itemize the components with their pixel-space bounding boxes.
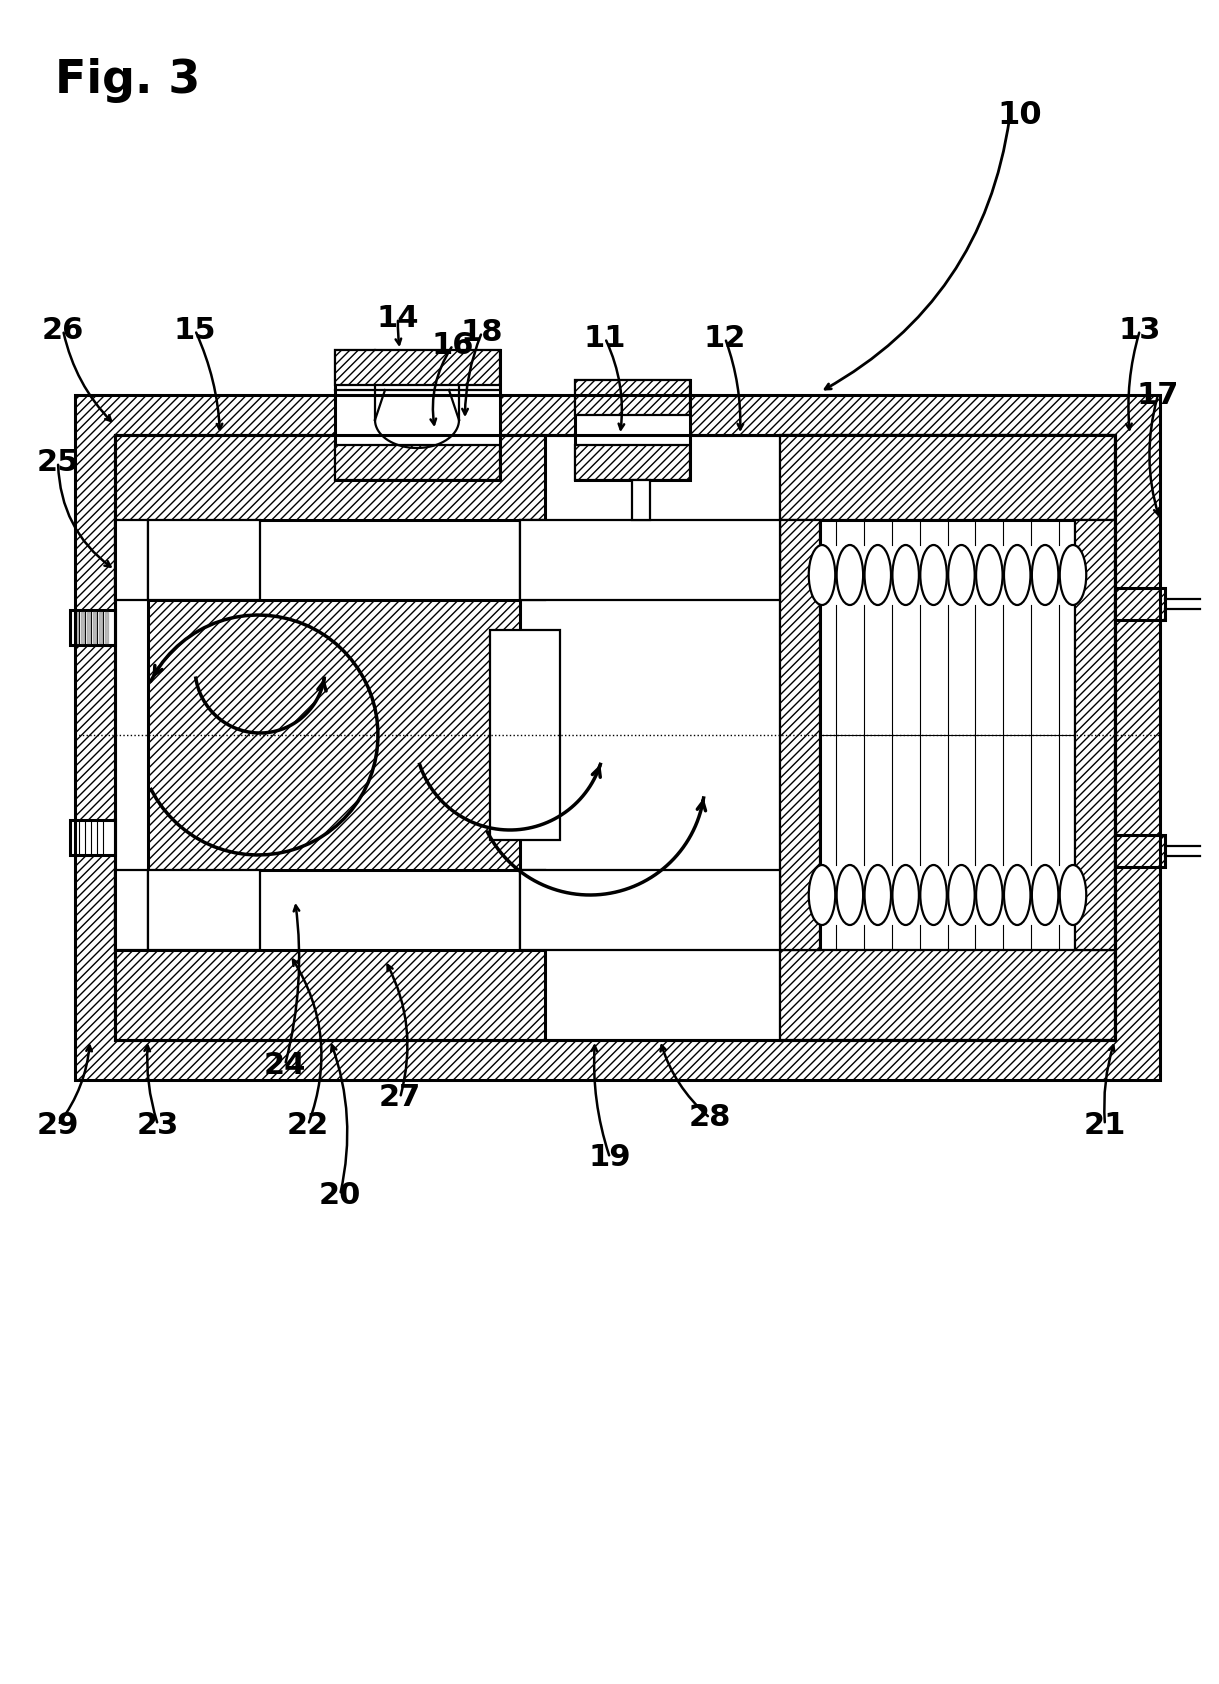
Bar [1075,520,1115,950]
Text: 23: 23 [137,1110,179,1140]
Ellipse shape [920,546,947,605]
Ellipse shape [808,866,835,925]
Text: 25: 25 [37,448,79,477]
Bar [115,434,1115,1041]
Ellipse shape [920,866,947,925]
Bar [521,520,545,600]
Bar [147,520,260,600]
Ellipse shape [864,546,891,605]
Text: 12: 12 [703,323,746,352]
Bar [115,434,1115,1041]
Ellipse shape [892,546,919,605]
Bar [631,480,650,520]
Bar [115,520,147,600]
Ellipse shape [1031,546,1058,605]
Ellipse shape [1059,546,1086,605]
Text: 14: 14 [377,303,419,332]
Text: 16: 16 [432,330,474,359]
Ellipse shape [948,866,975,925]
Bar [521,871,780,950]
Text: 15: 15 [174,315,216,345]
Text: 26: 26 [41,315,84,345]
Bar [575,445,690,480]
Bar [115,434,545,520]
Ellipse shape [1059,866,1086,925]
Bar [69,610,115,645]
Text: 22: 22 [286,1110,329,1140]
Text: 17: 17 [1137,381,1179,409]
Ellipse shape [976,866,1002,925]
Text: 19: 19 [589,1143,631,1172]
Bar [147,600,521,871]
Bar [335,445,500,480]
Bar [335,350,500,386]
Bar [69,820,115,855]
Ellipse shape [1031,866,1058,925]
Ellipse shape [948,546,975,605]
Bar [780,434,1115,1041]
Text: 29: 29 [37,1110,79,1140]
Text: 13: 13 [1119,315,1162,345]
Text: 21: 21 [1084,1110,1126,1140]
Ellipse shape [836,866,863,925]
Bar [1115,588,1165,620]
Ellipse shape [808,546,835,605]
Ellipse shape [836,546,863,605]
Bar [76,396,1160,1079]
Ellipse shape [976,546,1002,605]
Bar [1115,835,1165,867]
Ellipse shape [864,866,891,925]
Text: 10: 10 [997,99,1042,131]
Bar [521,520,780,600]
Bar [335,350,500,480]
Bar [490,630,560,840]
Bar [575,381,690,414]
Text: Fig. 3: Fig. 3 [55,57,200,103]
Ellipse shape [892,866,919,925]
Bar [115,871,147,950]
Text: 27: 27 [379,1083,421,1113]
Text: 18: 18 [461,318,503,347]
Bar [780,950,1115,1041]
Bar [76,396,1160,1079]
Bar [820,520,1075,950]
Bar [780,520,820,950]
Ellipse shape [1004,546,1030,605]
Ellipse shape [1004,866,1030,925]
Bar [780,434,1115,520]
Text: 28: 28 [689,1103,731,1133]
Text: 24: 24 [263,1051,306,1079]
Bar [521,871,545,950]
Bar [147,871,260,950]
Bar [115,950,545,1041]
Text: 20: 20 [319,1180,361,1209]
Bar [575,381,690,480]
Text: 11: 11 [584,323,627,352]
